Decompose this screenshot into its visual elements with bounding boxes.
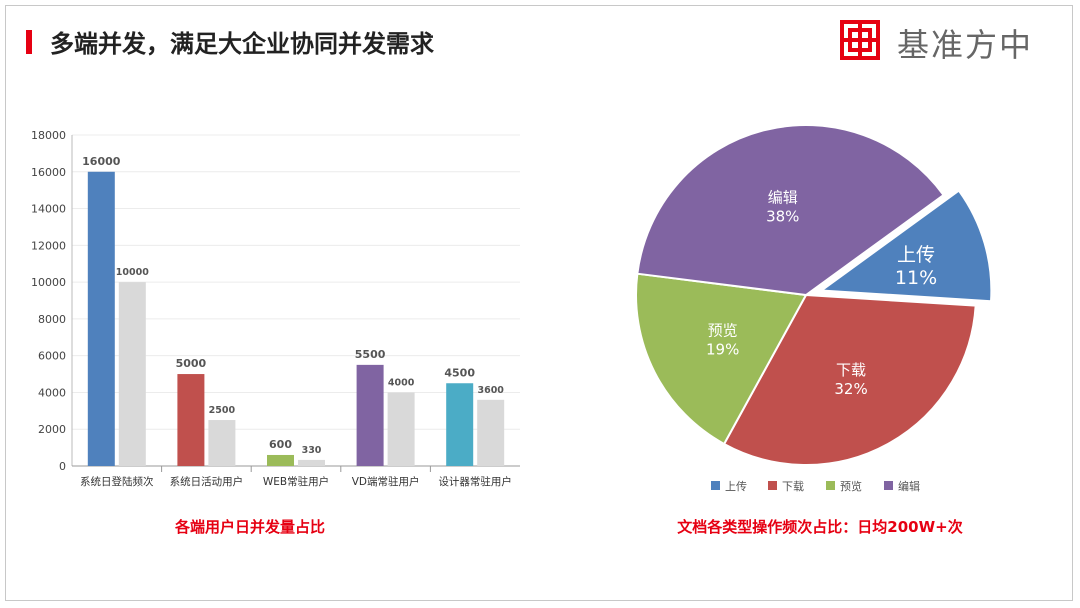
bar (118, 282, 146, 466)
pie-chart-caption: 文档各类型操作频次占比：日均200W+次 (677, 518, 963, 536)
legend-label: 编辑 (898, 479, 920, 493)
slice-label: 预览 (708, 321, 738, 339)
slice-percent: 38% (766, 207, 799, 225)
pie-slice (818, 189, 993, 303)
slice-percent: 19% (706, 340, 739, 358)
y-tick-label: 4000 (38, 386, 66, 399)
bar (267, 454, 294, 466)
slice-label: 下载 (836, 361, 866, 379)
x-tick-label: VD端常驻用户 (352, 475, 420, 488)
bar (177, 374, 205, 466)
pie-slice (635, 272, 808, 446)
bar (477, 399, 505, 466)
pie-slice (722, 293, 977, 466)
brand-logo-icon (840, 20, 880, 60)
y-tick-label: 18000 (31, 129, 66, 142)
data-label: 3600 (477, 385, 504, 396)
slice-percent: 11% (895, 267, 937, 289)
data-label: 4000 (388, 377, 415, 388)
data-label: 5500 (355, 348, 386, 361)
y-tick-label: 12000 (31, 239, 66, 252)
pie-slice (636, 124, 945, 297)
legend-label: 下载 (782, 480, 804, 493)
bar-chart-caption: 各端用户日并发量占比 (174, 518, 325, 536)
brand-name: 基准方中 (897, 26, 1034, 64)
slice-label: 上传 (897, 244, 935, 266)
bar (208, 420, 236, 466)
bar (387, 392, 415, 466)
x-tick-label: 设计器常驻用户 (438, 475, 512, 488)
legend-label: 上传 (725, 480, 747, 493)
page-title: 多端并发，满足大企业协同并发需求 (50, 30, 434, 58)
bar (298, 459, 325, 466)
y-tick-label: 16000 (31, 166, 66, 179)
data-label: 5000 (176, 357, 207, 370)
y-tick-label: 14000 (31, 203, 66, 216)
y-tick-label: 2000 (38, 423, 66, 436)
legend-swatch (711, 481, 720, 490)
x-tick-label: 系统日活动用户 (170, 475, 244, 488)
y-tick-label: 6000 (38, 350, 66, 363)
slice-percent: 32% (834, 380, 867, 398)
bar (446, 383, 474, 466)
legend-label: 预览 (840, 479, 862, 493)
bar (87, 171, 115, 466)
data-label: 330 (302, 445, 322, 456)
x-tick-label: WEB常驻用户 (263, 475, 329, 488)
legend-swatch (884, 481, 893, 490)
data-label: 4500 (444, 366, 475, 379)
x-tick-label: 系统日登陆频次 (80, 475, 154, 488)
y-tick-label: 0 (59, 460, 66, 473)
data-label: 2500 (209, 405, 236, 416)
y-tick-label: 8000 (38, 313, 66, 326)
title-accent-bar (26, 30, 32, 54)
data-label: 16000 (82, 155, 121, 168)
legend-swatch (768, 481, 777, 490)
data-label: 10000 (116, 267, 149, 278)
slice-label: 编辑 (768, 188, 798, 206)
data-label: 600 (269, 438, 292, 451)
slide-frame (5, 5, 1073, 601)
bar (356, 364, 384, 466)
y-tick-label: 10000 (31, 276, 66, 289)
legend-swatch (826, 481, 835, 490)
